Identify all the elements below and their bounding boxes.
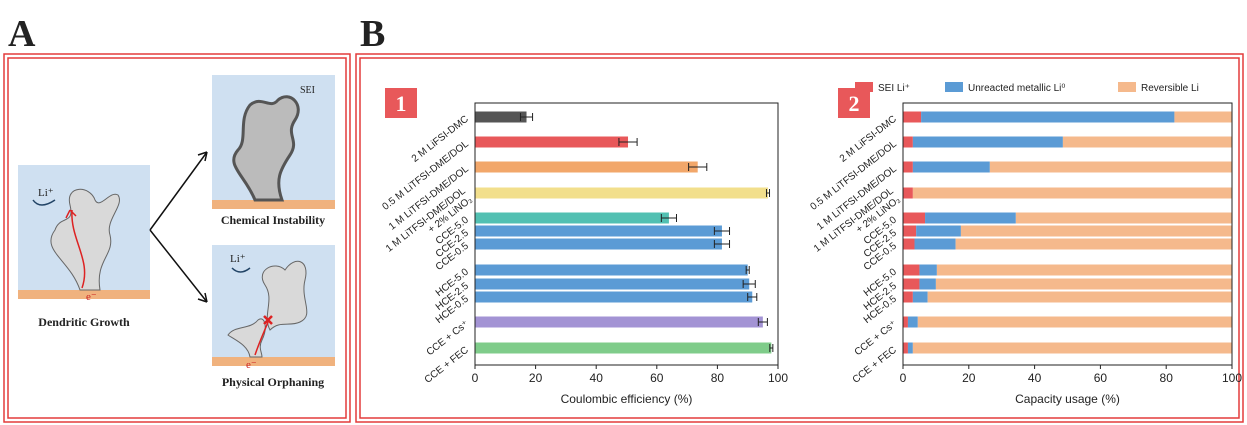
x-axis-label: Coulombic efficiency (%) xyxy=(561,392,693,406)
bar-segment xyxy=(903,188,913,199)
bar-segment xyxy=(903,343,908,354)
bar xyxy=(475,265,748,276)
bar-segment xyxy=(908,317,918,328)
bar-segment xyxy=(928,292,1232,303)
diagram-label: Physical Orphaning xyxy=(222,375,324,389)
diagram-label: Chemical Instability xyxy=(221,213,325,227)
bar xyxy=(475,162,698,173)
bar-segment xyxy=(956,239,1232,250)
diagram-label: Dendritic Growth xyxy=(38,315,130,329)
bar xyxy=(475,226,722,237)
legend-label: SEI Li⁺ xyxy=(878,83,910,94)
bar-segment xyxy=(913,343,1232,354)
bar-segment xyxy=(903,317,908,328)
bar-segment xyxy=(1016,213,1232,224)
diagram-label: Li⁺ xyxy=(38,187,54,199)
bar-segment xyxy=(903,137,913,148)
bar-segment xyxy=(903,162,913,173)
bar-segment xyxy=(925,213,1016,224)
panel-frames xyxy=(4,54,1243,422)
x-tick-label: 20 xyxy=(962,371,976,385)
bar-segment xyxy=(903,239,915,250)
bar-segment xyxy=(903,265,919,276)
bar-segment xyxy=(915,239,956,250)
diagram-label: e⁻ xyxy=(86,291,97,303)
bar xyxy=(475,239,722,250)
x-tick-label: 0 xyxy=(472,371,479,385)
x-tick-label: 80 xyxy=(711,371,725,385)
bar xyxy=(475,213,669,224)
bar-segment xyxy=(903,292,913,303)
bar xyxy=(475,292,752,303)
legend-swatch xyxy=(855,82,873,92)
bar-segment xyxy=(908,343,913,354)
bar-segment xyxy=(919,279,935,290)
bar-segment xyxy=(919,265,936,276)
x-tick-label: 0 xyxy=(900,371,907,385)
legend-swatch xyxy=(945,82,963,92)
bar-segment xyxy=(918,317,1232,328)
bar-segment xyxy=(913,292,928,303)
diagram: Li⁺ e⁻ SEI Chemical Instability Dendriti… xyxy=(18,75,335,389)
bar xyxy=(475,317,763,328)
bar-segment xyxy=(1174,112,1232,123)
bar xyxy=(475,188,768,199)
bar-segment xyxy=(990,162,1232,173)
bar-segment xyxy=(903,226,916,237)
bar xyxy=(475,112,527,123)
bar-segment xyxy=(903,112,921,123)
legend-swatch xyxy=(1118,82,1136,92)
bar-segment xyxy=(961,226,1232,237)
x-tick-label: 40 xyxy=(1028,371,1042,385)
bar-segment xyxy=(903,213,925,224)
x-tick-label: 40 xyxy=(590,371,604,385)
diagram-label: SEI xyxy=(300,85,315,96)
x-tick-label: 60 xyxy=(650,371,664,385)
badge-label: 1 xyxy=(396,91,407,116)
bar-segment xyxy=(916,226,961,237)
x-tick-label: 100 xyxy=(768,371,788,385)
bar-segment xyxy=(903,279,919,290)
bar xyxy=(475,137,628,148)
bar-segment xyxy=(937,265,1232,276)
bar-segment xyxy=(921,112,1174,123)
badge-label: 2 xyxy=(849,91,860,116)
panel-label: A xyxy=(8,13,36,55)
bar-segment xyxy=(913,162,990,173)
bar xyxy=(475,279,749,290)
x-tick-label: 20 xyxy=(529,371,543,385)
x-tick-label: 100 xyxy=(1222,371,1242,385)
legend-label: Unreacted metallic Li⁰ xyxy=(968,83,1065,94)
diagram-label: Li⁺ xyxy=(230,253,246,265)
bar-segment xyxy=(936,279,1232,290)
bar-segment xyxy=(1063,137,1232,148)
bar-segment xyxy=(913,188,1232,199)
figure: A B Li⁺ e⁻ SEI Chemical Instability Dend… xyxy=(0,0,1247,425)
x-axis-label: Capacity usage (%) xyxy=(1015,392,1120,406)
x-tick-label: 60 xyxy=(1094,371,1108,385)
diagram-label: e⁻ xyxy=(246,359,257,371)
legend-label: Reversible Li xyxy=(1141,83,1199,94)
panel-label: B xyxy=(360,13,385,55)
x-tick-label: 80 xyxy=(1160,371,1174,385)
bar-segment xyxy=(913,137,1063,148)
bar xyxy=(475,343,771,354)
